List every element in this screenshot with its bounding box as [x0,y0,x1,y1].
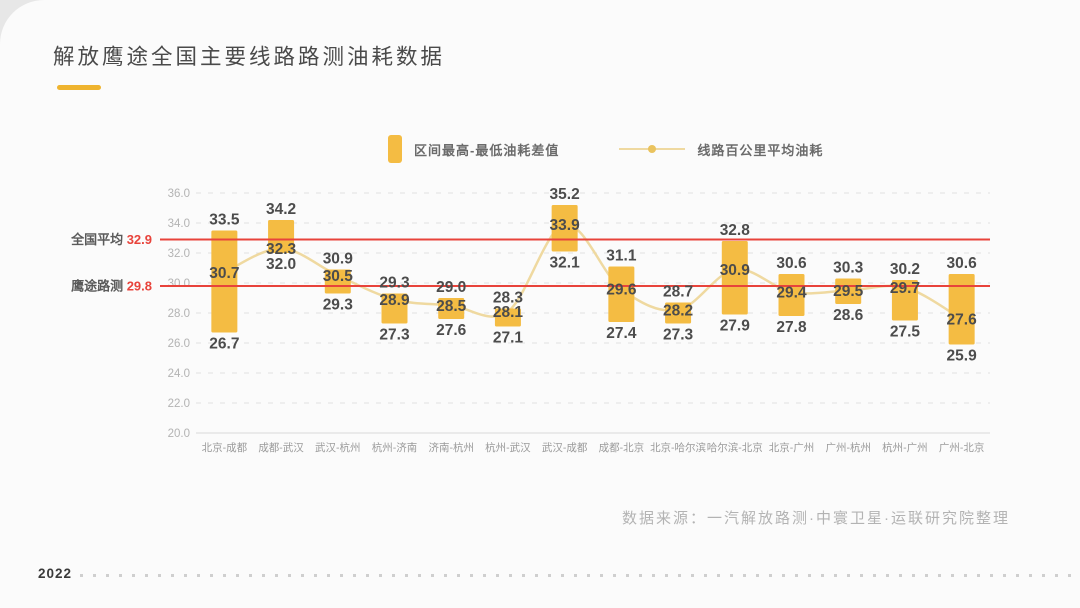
min-value-label: 27.8 [776,319,807,336]
x-tick-label: 成都-北京 [599,441,645,454]
y-tick-label: 32.0 [168,248,190,260]
x-tick-label: 杭州-武汉 [485,441,531,454]
avg-value-label: 32.3 [266,241,297,258]
footer-dotted-divider [80,574,1080,577]
x-tick-label: 武汉-杭州 [315,441,361,454]
y-tick-label: 24.0 [168,368,190,380]
reference-label: 全国平均 32.9 [70,232,152,247]
x-tick-label: 杭州-济南 [372,441,418,454]
min-value-label: 27.9 [720,318,751,335]
chart-legend: 区间最高-最低油耗差值 线路百公里平均油耗 [388,134,823,164]
legend-bar-label: 区间最高-最低油耗差值 [414,142,560,158]
x-tick-label: 北京-哈尔滨 [650,441,706,454]
min-value-label: 29.3 [323,297,354,314]
y-tick-label: 22.0 [168,398,190,410]
max-value-label: 29.3 [379,275,410,292]
avg-value-label: 29.6 [606,282,637,299]
avg-value-label: 29.4 [776,285,807,302]
avg-value-label: 29.7 [890,280,920,297]
x-tick-label: 武汉-成都 [542,441,588,454]
avg-value-label: 28.2 [663,303,693,320]
range-bar [721,241,748,315]
range-bar [891,280,918,321]
avg-value-label: 28.5 [436,298,467,315]
max-value-label: 30.2 [890,261,920,278]
min-value-label: 27.4 [606,325,637,342]
legend-bar-swatch-icon [388,135,402,163]
x-tick-label: 广州-杭州 [825,441,871,454]
max-value-label: 34.2 [266,201,296,218]
avg-value-label: 30.7 [209,265,239,282]
y-tick-label: 26.0 [168,338,190,350]
footer-year: 2022 [38,566,73,581]
range-bar [494,308,521,327]
avg-value-label: 29.5 [833,283,864,300]
max-value-label: 30.9 [323,251,354,268]
min-value-label: 28.6 [833,307,864,324]
y-tick-label: 36.0 [168,188,190,200]
avg-value-label: 30.9 [720,262,751,279]
range-bar [438,298,465,319]
legend-line-swatch-icon [619,145,686,153]
x-tick-label: 哈尔滨-北京 [707,441,763,454]
min-value-label: 32.0 [266,256,296,273]
legend-line-label: 线路百公里平均油耗 [697,142,824,158]
range-bar [268,220,295,253]
min-value-label: 27.3 [663,327,694,344]
min-value-label: 27.1 [493,330,524,347]
data-source-note: 数据来源：一汽解放路测·中寰卫星·运联研究院整理 [622,510,1010,527]
x-tick-label: 北京-广州 [769,441,815,454]
y-tick-label: 28.0 [168,308,190,320]
y-tick-label: 20.0 [168,428,190,440]
page-title: 解放鹰途全国主要线路路测油耗数据 [53,45,446,69]
max-value-label: 35.2 [550,186,580,203]
x-tick-label: 济南-杭州 [428,441,474,454]
max-value-label: 30.6 [947,255,978,272]
range-bar [381,293,408,324]
range-bar [835,278,862,304]
max-value-label: 30.6 [776,255,807,272]
max-value-label: 30.3 [833,260,864,277]
min-value-label: 26.7 [209,336,239,353]
min-value-label: 27.5 [890,324,921,341]
max-value-label: 28.3 [493,290,524,307]
avg-value-label: 33.9 [550,217,581,234]
min-value-label: 27.3 [379,327,410,344]
avg-value-label: 27.6 [947,312,978,329]
x-tick-label: 杭州-广州 [882,441,928,454]
range-bar [211,230,238,333]
min-value-label: 25.9 [947,348,978,365]
legend-line-dot-icon [648,145,657,153]
reference-label: 鹰途路测 29.8 [71,279,152,294]
range-bar [948,274,975,345]
title-underline-accent [57,85,101,90]
x-tick-label: 北京-成都 [202,441,248,454]
min-value-label: 27.6 [436,322,467,339]
range-bar [324,269,351,294]
y-tick-label: 30.0 [168,278,190,290]
min-value-label: 32.1 [550,255,581,272]
avg-value-label: 28.1 [493,304,524,321]
max-value-label: 33.5 [209,212,240,229]
x-tick-label: 成都-武汉 [258,441,304,454]
range-bar [778,274,805,316]
max-value-label: 32.8 [720,222,751,239]
avg-value-label: 30.5 [323,268,354,285]
max-value-label: 28.7 [663,284,693,301]
range-bar [608,266,635,322]
x-tick-label: 广州-北京 [939,441,985,454]
y-tick-label: 34.0 [168,218,190,230]
avg-value-label: 28.9 [379,292,410,309]
range-bar [665,302,692,324]
max-value-label: 31.1 [606,248,637,265]
max-value-label: 29.0 [436,279,466,296]
